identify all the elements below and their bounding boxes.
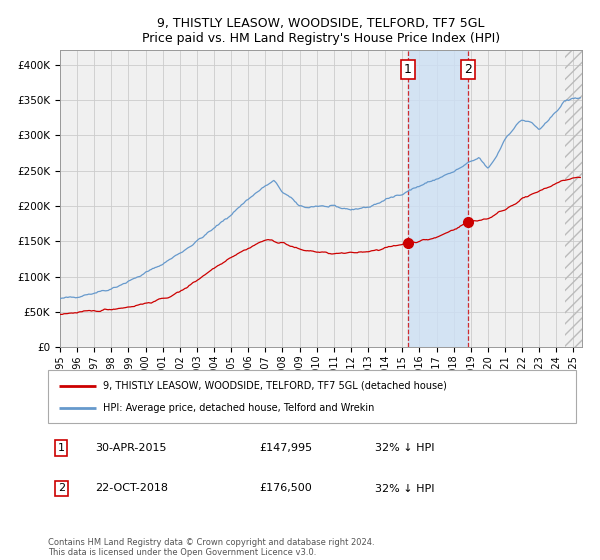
Text: 9, THISTLY LEASOW, WOODSIDE, TELFORD, TF7 5GL (detached house): 9, THISTLY LEASOW, WOODSIDE, TELFORD, TF… bbox=[103, 381, 448, 390]
FancyBboxPatch shape bbox=[48, 370, 576, 423]
Text: 2: 2 bbox=[58, 483, 65, 493]
Bar bbox=[408, 50, 468, 347]
Title: 9, THISTLY LEASOW, WOODSIDE, TELFORD, TF7 5GL
Price paid vs. HM Land Registry's : 9, THISTLY LEASOW, WOODSIDE, TELFORD, TF… bbox=[142, 17, 500, 45]
Bar bbox=[565, 50, 582, 347]
Text: 1: 1 bbox=[404, 63, 412, 76]
Text: HPI: Average price, detached house, Telford and Wrekin: HPI: Average price, detached house, Telf… bbox=[103, 403, 375, 413]
Text: Contains HM Land Registry data © Crown copyright and database right 2024.
This d: Contains HM Land Registry data © Crown c… bbox=[48, 538, 374, 557]
Bar bbox=[565, 50, 582, 347]
Text: 30-APR-2015: 30-APR-2015 bbox=[95, 443, 167, 453]
Text: 1: 1 bbox=[58, 443, 65, 453]
Text: £176,500: £176,500 bbox=[259, 483, 312, 493]
Text: 22-OCT-2018: 22-OCT-2018 bbox=[95, 483, 169, 493]
Text: 32% ↓ HPI: 32% ↓ HPI bbox=[376, 443, 435, 453]
Text: 2: 2 bbox=[464, 63, 472, 76]
Text: 32% ↓ HPI: 32% ↓ HPI bbox=[376, 483, 435, 493]
Text: £147,995: £147,995 bbox=[259, 443, 313, 453]
